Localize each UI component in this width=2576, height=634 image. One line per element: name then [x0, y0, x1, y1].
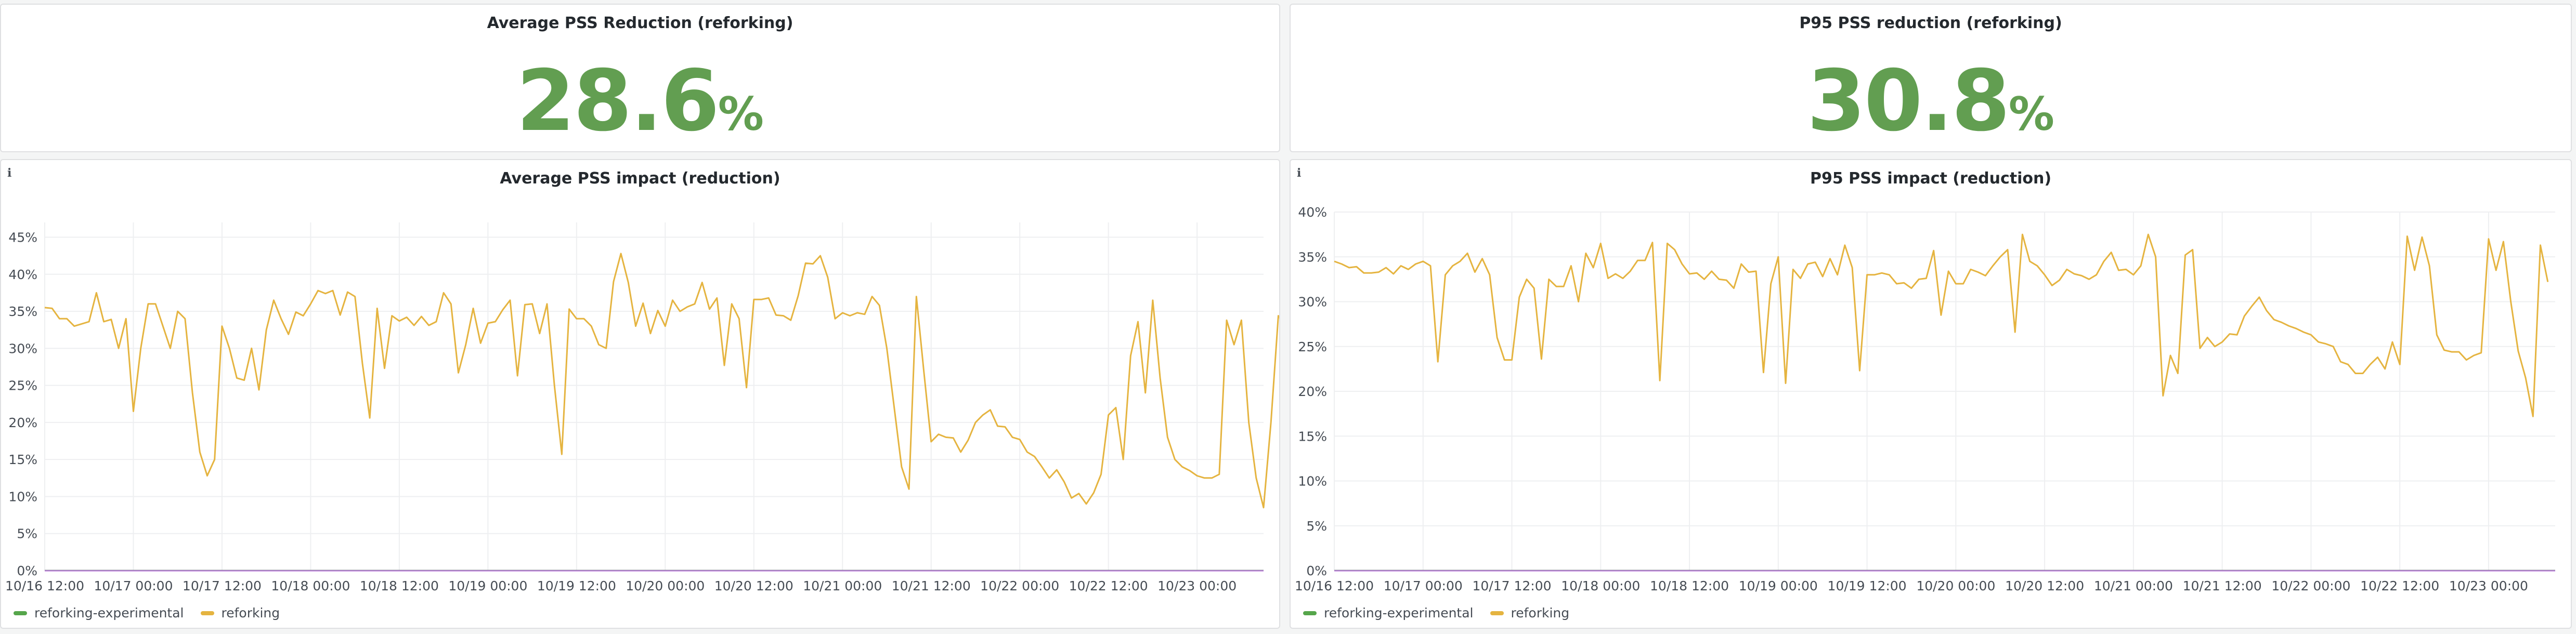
y-tick-label: 15% [1298, 429, 1327, 444]
y-tick-label: 35% [1298, 249, 1327, 265]
stat-number: 28.6 [516, 52, 720, 150]
x-tick-label: 10/20 12:00 [714, 578, 793, 593]
x-tick-label: 10/23 00:00 [1157, 578, 1237, 593]
stat-value: 30.8% [1291, 52, 2571, 150]
legend-label: reforking [221, 605, 280, 620]
y-tick-label: 30% [8, 341, 37, 356]
x-tick-label: 10/17 12:00 [1473, 578, 1552, 593]
series-line-reforking [1334, 233, 2549, 417]
stat-unit: % [718, 87, 764, 141]
y-tick-label: 30% [1298, 295, 1327, 310]
y-tick-label: 20% [1298, 384, 1327, 399]
legend-label: reforking-experimental [1324, 605, 1474, 620]
legend-label: reforking-experimental [34, 605, 184, 620]
x-tick-label: 10/17 00:00 [94, 578, 173, 593]
y-tick-label: 35% [8, 304, 37, 319]
legend-swatch [1490, 611, 1504, 615]
legend-item-reforking[interactable]: reforking [1490, 605, 1570, 620]
x-tick-label: 10/17 00:00 [1384, 578, 1463, 593]
x-tick-label: 10/19 12:00 [1828, 578, 1907, 593]
legend-item-experimental[interactable]: reforking-experimental [1303, 605, 1474, 620]
legend-swatch [200, 611, 214, 615]
chart-panel-p95: i P95 PSS impact (reduction) 0% 5% 10% 15% 2… [1290, 159, 2572, 629]
x-tick-label: 10/21 00:00 [2094, 578, 2173, 593]
legend-swatch [14, 611, 27, 615]
stat-number: 30.8 [1807, 52, 2010, 150]
x-tick-label: 10/18 00:00 [1561, 578, 1640, 593]
legend-label: reforking [1511, 605, 1570, 620]
y-tick-label: 10% [1298, 474, 1327, 489]
y-tick-label: 15% [8, 452, 37, 467]
x-tick-label: 10/17 12:00 [183, 578, 262, 593]
series-line-reforking [44, 253, 1279, 509]
x-tick-label: 10/18 12:00 [360, 578, 439, 593]
y-tick-label: 5% [1306, 519, 1327, 534]
x-tick-label: 10/19 00:00 [1739, 578, 1818, 593]
panel-title: P95 PSS impact (reduction) [1810, 169, 2052, 188]
x-tick-label: 10/23 00:00 [2449, 578, 2528, 593]
y-tick-label: 40% [8, 267, 37, 282]
x-tick-label: 10/20 00:00 [1916, 578, 1995, 593]
x-tick-label: 10/16 12:00 [1295, 578, 1374, 593]
y-tick-label: 0% [17, 563, 37, 578]
x-tick-label: 10/20 12:00 [2005, 578, 2084, 593]
info-icon[interactable]: i [1297, 166, 1302, 180]
x-tick-label: 10/21 12:00 [2183, 578, 2262, 593]
y-tick-label: 5% [17, 526, 37, 541]
legend: reforking-experimental reforking [1303, 605, 1586, 620]
y-tick-label: 10% [8, 489, 37, 504]
y-tick-label: 45% [8, 230, 37, 245]
line-chart: 0% 5% 10% 15% 20% 25% 30% 35% 40% 45% 10/16 12:00 1… [5, 222, 1279, 593]
legend: reforking-experimental reforking [14, 605, 296, 620]
legend-item-reforking[interactable]: reforking [200, 605, 280, 620]
x-tick-label: 10/20 00:00 [626, 578, 705, 593]
y-tick-label: 0% [1306, 563, 1327, 578]
x-tick-label: 10/18 00:00 [271, 578, 350, 593]
x-tick-label: 10/22 12:00 [1069, 578, 1148, 593]
y-tick-label: 25% [8, 378, 37, 393]
panel-title: Average PSS impact (reduction) [500, 169, 780, 188]
y-tick-label: 20% [8, 415, 37, 430]
x-tick-label: 10/22 12:00 [2360, 578, 2439, 593]
x-tick-label: 10/21 12:00 [892, 578, 971, 593]
x-tick-label: 10/19 00:00 [448, 578, 527, 593]
panel-title: Average PSS Reduction (reforking) [487, 14, 793, 32]
info-icon[interactable]: i [7, 166, 12, 180]
x-tick-label: 10/18 12:00 [1650, 578, 1729, 593]
stat-value: 28.6% [1, 52, 1279, 150]
panel-title: P95 PSS reduction (reforking) [1799, 14, 2062, 32]
y-tick-label: 25% [1298, 339, 1327, 354]
y-tick-label: 40% [1298, 205, 1327, 220]
x-tick-label: 10/19 12:00 [537, 578, 616, 593]
stat-panel-average: Average PSS Reduction (reforking) 28.6% [0, 4, 1280, 152]
line-chart: 0% 5% 10% 15% 20% 25% 30% 35% 40% 10/16 12:00 10/1… [1295, 205, 2555, 593]
x-tick-label: 10/21 00:00 [803, 578, 882, 593]
stat-panel-p95: P95 PSS reduction (reforking) 30.8% [1290, 4, 2572, 152]
stat-unit: % [2008, 87, 2054, 141]
x-tick-label: 10/22 00:00 [2271, 578, 2350, 593]
x-tick-label: 10/16 12:00 [5, 578, 84, 593]
chart-panel-average: i Average PSS impact (reduction) 0% 5% 10%… [0, 159, 1280, 629]
legend-swatch [1303, 611, 1317, 615]
x-tick-label: 10/22 00:00 [980, 578, 1059, 593]
legend-item-experimental[interactable]: reforking-experimental [14, 605, 184, 620]
